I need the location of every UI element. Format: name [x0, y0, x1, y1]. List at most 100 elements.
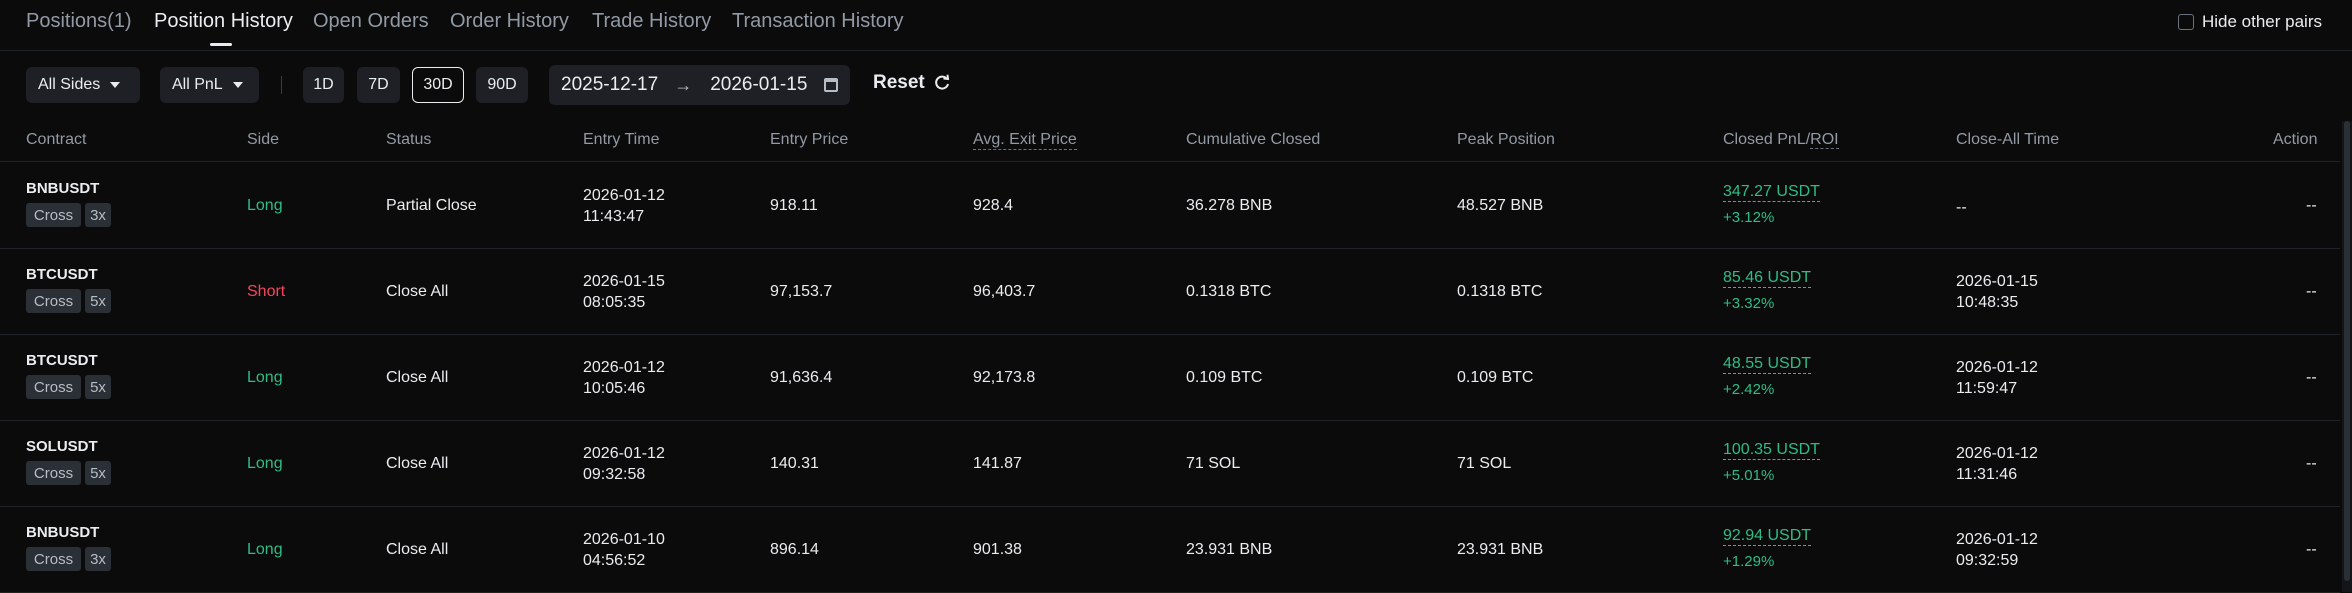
date-to[interactable]: 2026-01-15 [710, 74, 808, 95]
leverage-badge: 3x [85, 203, 111, 227]
entry-clock: 08:05:35 [583, 294, 646, 311]
status-value: Close All [386, 369, 449, 386]
status-value: Partial Close [386, 197, 477, 214]
contract-symbol: BNBUSDT [26, 180, 100, 197]
side-value: Long [247, 455, 283, 472]
sides-dropdown[interactable]: All Sides [26, 67, 140, 103]
exit-price-value: 928.4 [973, 197, 1014, 214]
hide-other-pairs-toggle[interactable]: Hide other pairs [2177, 12, 2322, 32]
tab-positions[interactable]: Positions(1) [26, 10, 132, 32]
tab-trade-history[interactable]: Trade History [592, 10, 712, 32]
peak-position-value: 48.527 BNB [1457, 197, 1544, 214]
active-tab-indicator [210, 43, 232, 46]
close-all-time-value: 2026-01-15 10:48:35 [1956, 271, 2038, 313]
entry-clock: 04:56:52 [583, 552, 646, 569]
peak-position-value: 23.931 BNB [1457, 541, 1544, 558]
entry-date: 2026-01-15 [583, 273, 665, 290]
margin-mode-badge: Cross [26, 547, 81, 571]
reset-button[interactable]: Reset [873, 72, 951, 94]
tab-transaction-history[interactable]: Transaction History [732, 10, 904, 32]
table-row: BNBUSDT Cross 3x Long Partial Close 2026… [0, 163, 2340, 249]
close-clock: 11:31:46 [1956, 466, 2018, 483]
status-value: Close All [386, 283, 449, 300]
tabs-bar: Positions(1) Position History Open Order… [0, 0, 2352, 51]
entry-clock: 09:32:58 [583, 466, 646, 483]
tab-position-history[interactable]: Position History [154, 10, 293, 32]
roi-value: +3.32% [1723, 295, 1775, 312]
action-value: -- [2306, 283, 2317, 300]
margin-mode-badge: Cross [26, 375, 81, 399]
hide-other-pairs-checkbox[interactable] [2177, 14, 2194, 30]
period-1d-button[interactable]: 1D [303, 67, 344, 103]
hide-other-pairs-label: Hide other pairs [2201, 12, 2322, 31]
col-avg-exit-price[interactable]: Avg. Exit Price [973, 131, 1077, 150]
side-value: Short [247, 283, 286, 300]
table-row: SOLUSDT Cross 5x Long Close All 2026-01-… [0, 421, 2340, 507]
close-all-time-value: 2026-01-12 11:31:46 [1956, 443, 2038, 485]
table-row: BNBUSDT Cross 3x Long Close All 2026-01-… [0, 507, 2340, 593]
col-close-all-time: Close-All Time [1956, 131, 2060, 148]
table-header: Contract Side Status Entry Time Entry Pr… [0, 121, 2340, 162]
closed-pnl-value[interactable]: 92.94 USDT [1723, 527, 1812, 546]
entry-time-value: 2026-01-12 10:05:46 [583, 357, 665, 399]
action-value: -- [2306, 541, 2317, 558]
close-all-time-value: 2026-01-12 11:59:47 [1956, 357, 2038, 399]
exit-price-value: 901.38 [973, 541, 1022, 558]
entry-price-value: 97,153.7 [770, 283, 833, 300]
divider [281, 76, 282, 94]
period-30d-button[interactable]: 30D [412, 67, 464, 103]
peak-position-value: 0.109 BTC [1457, 369, 1534, 386]
roi-value: +2.42% [1723, 381, 1775, 398]
pnl-dropdown[interactable]: All PnL [160, 67, 259, 103]
entry-clock: 11:43:47 [583, 208, 645, 225]
contract-symbol: BTCUSDT [26, 266, 98, 283]
roi-value: +3.12% [1723, 209, 1775, 226]
leverage-badge: 3x [85, 547, 111, 571]
exit-price-value: 92,173.8 [973, 369, 1036, 386]
calendar-icon[interactable] [824, 78, 838, 92]
close-date: 2026-01-12 [1956, 445, 2038, 462]
side-value: Long [247, 541, 283, 558]
margin-mode-badge: Cross [26, 203, 81, 227]
exit-price-value: 96,403.7 [973, 283, 1036, 300]
closed-pnl-value[interactable]: 100.35 USDT [1723, 441, 1820, 460]
entry-date: 2026-01-12 [583, 187, 665, 204]
status-value: Close All [386, 455, 449, 472]
close-all-time-value: -- [1956, 197, 1967, 218]
period-7d-button[interactable]: 7D [357, 67, 400, 103]
pnl-dropdown-label: All PnL [172, 76, 223, 93]
close-date: 2026-01-12 [1956, 359, 2038, 376]
closed-pnl-value[interactable]: 85.46 USDT [1723, 269, 1812, 288]
close-date: 2026-01-15 [1956, 273, 2038, 290]
cumulative-closed-value: 23.931 BNB [1186, 541, 1273, 558]
close-clock: 09:32:59 [1956, 552, 2019, 569]
roi-value: +5.01% [1723, 467, 1775, 484]
col-roi-label[interactable]: ROI [1810, 131, 1839, 149]
close-all-time-value: 2026-01-12 09:32:59 [1956, 529, 2038, 571]
entry-clock: 10:05:46 [583, 380, 646, 397]
cumulative-closed-value: 36.278 BNB [1186, 197, 1273, 214]
tab-order-history[interactable]: Order History [450, 10, 569, 32]
arrow-right-icon: → [674, 74, 693, 95]
refresh-icon [934, 74, 949, 90]
period-90d-button[interactable]: 90D [476, 67, 528, 103]
entry-time-value: 2026-01-12 09:32:58 [583, 443, 665, 485]
cumulative-closed-value: 0.109 BTC [1186, 369, 1263, 386]
closed-pnl-value[interactable]: 347.27 USDT [1723, 183, 1820, 202]
filter-bar: All Sides All PnL 1D 7D 30D 90D 2025-12-… [0, 51, 2352, 121]
reset-label: Reset [873, 72, 925, 93]
entry-date: 2026-01-12 [583, 359, 665, 376]
close-clock: 10:48:35 [1956, 294, 2019, 311]
scrollbar-thumb[interactable] [2344, 121, 2350, 581]
action-value: -- [2306, 197, 2317, 214]
entry-date: 2026-01-10 [583, 531, 665, 548]
close-date: -- [1956, 199, 1967, 216]
margin-mode-badge: Cross [26, 461, 81, 485]
side-value: Long [247, 197, 283, 214]
date-from[interactable]: 2025-12-17 [561, 74, 659, 95]
table-row: BTCUSDT Cross 5x Long Close All 2026-01-… [0, 335, 2340, 421]
closed-pnl-value[interactable]: 48.55 USDT [1723, 355, 1812, 374]
tab-open-orders[interactable]: Open Orders [313, 10, 429, 32]
entry-time-value: 2026-01-12 11:43:47 [583, 185, 665, 227]
date-range-picker[interactable]: 2025-12-17 → 2026-01-15 [549, 65, 850, 105]
